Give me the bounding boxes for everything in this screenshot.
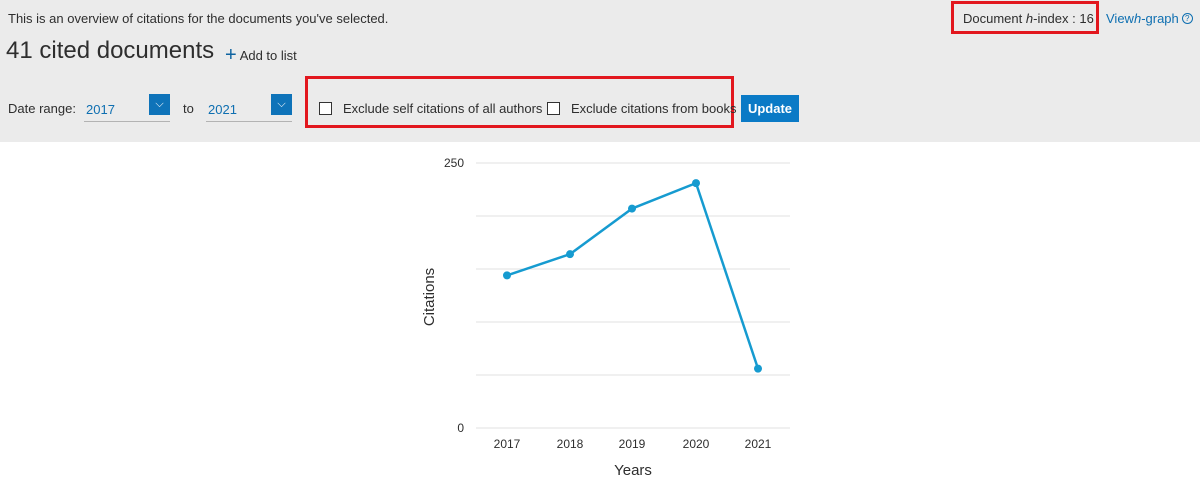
checkbox-icon[interactable] <box>547 102 560 115</box>
data-point[interactable] <box>754 364 762 373</box>
data-point[interactable] <box>503 271 511 280</box>
data-point[interactable] <box>692 179 700 188</box>
to-label: to <box>183 101 194 116</box>
x-tick-label: 2017 <box>494 437 521 451</box>
y-tick-label: 0 <box>457 421 464 435</box>
from-year-select[interactable]: 2017 ⌵ <box>84 94 170 122</box>
exclude-options-highlight <box>305 76 734 128</box>
x-tick-labels: 2017 2018 2019 2020 2021 <box>494 437 772 451</box>
exclude-books-label: Exclude citations from books <box>571 101 737 116</box>
exclude-self-citations-label: Exclude self citations of all authors <box>343 101 543 116</box>
date-range-label: Date range: <box>8 101 76 116</box>
update-button[interactable]: Update <box>741 95 799 122</box>
overview-text: This is an overview of citations for the… <box>8 11 389 26</box>
x-tick-label: 2021 <box>745 437 772 451</box>
to-year-value: 2021 <box>208 102 237 117</box>
help-icon[interactable]: ? <box>1181 13 1193 24</box>
checkbox-icon[interactable] <box>319 102 332 115</box>
from-year-value: 2017 <box>86 102 115 117</box>
y-axis-title: Citations <box>421 268 438 326</box>
exclude-self-citations-checkbox[interactable]: Exclude self citations of all authors <box>319 101 542 116</box>
plus-icon: + <box>225 44 237 66</box>
y-tick-label: 250 <box>444 156 464 170</box>
x-axis-title: Years <box>614 462 652 479</box>
data-point[interactable] <box>566 250 574 259</box>
header-panel <box>0 0 1200 142</box>
data-point[interactable] <box>628 204 636 213</box>
citations-line-chart: 250 0 2017 2018 2019 2020 2021 Years Citatio… <box>421 156 790 479</box>
hindex-highlight <box>951 1 1099 34</box>
to-year-select[interactable]: 2021 ⌵ <box>206 94 292 122</box>
chevron-down-icon: ⌵ <box>271 94 292 115</box>
exclude-books-checkbox[interactable]: Exclude citations from books <box>547 101 736 116</box>
document-hindex: Document h-index : 16 <box>963 11 1094 26</box>
x-tick-label: 2018 <box>557 437 584 451</box>
view-hgraph-link[interactable]: View h -graph? <box>1106 11 1193 26</box>
add-to-list-label: Add to list <box>239 47 297 63</box>
data-points <box>503 179 762 373</box>
x-tick-label: 2019 <box>619 437 646 451</box>
cited-documents-title: 41 cited documents <box>6 37 215 64</box>
chevron-down-icon: ⌵ <box>149 94 170 115</box>
add-to-list-button[interactable]: + Add to list <box>225 45 297 65</box>
x-tick-label: 2020 <box>683 437 710 451</box>
grid-lines <box>476 162 790 429</box>
